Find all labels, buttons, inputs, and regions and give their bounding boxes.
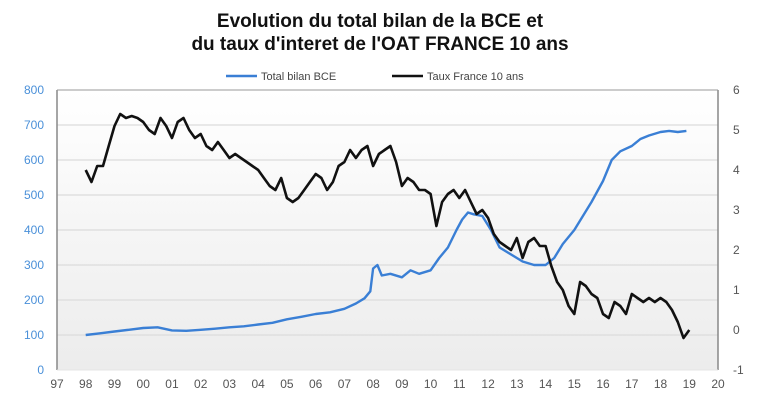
legend-label-bce: Total bilan BCE <box>261 71 336 83</box>
x-tick-label: 98 <box>79 377 93 391</box>
x-tick-label: 13 <box>510 377 524 391</box>
x-tick-label: 11 <box>453 377 466 391</box>
x-tick-label: 00 <box>137 377 151 391</box>
right-tick-label: 3 <box>733 203 740 217</box>
x-tick-label: 97 <box>50 377 64 391</box>
x-tick-label: 14 <box>539 377 553 391</box>
right-tick-label: -1 <box>733 363 744 377</box>
x-tick-label: 10 <box>424 377 438 391</box>
x-tick-label: 03 <box>223 377 237 391</box>
left-tick-label: 300 <box>24 258 44 272</box>
chart-title-line-2: du taux d'interet de l'OAT FRANCE 10 ans <box>191 34 569 55</box>
axes <box>56 89 719 371</box>
legend: Total bilan BCE Taux France 10 ans <box>226 71 524 83</box>
right-tick-label: 0 <box>733 323 740 337</box>
x-tick-label: 17 <box>625 377 639 391</box>
right-tick-label: 5 <box>733 123 740 137</box>
legend-label-taux: Taux France 10 ans <box>427 71 524 83</box>
left-tick-label: 600 <box>24 153 44 167</box>
series-line-bce <box>85 129 687 337</box>
left-tick-label: 100 <box>24 328 44 342</box>
x-tick-label: 01 <box>165 377 179 391</box>
left-axis-ticks: 0 100 200 300 400 500 600 700 800 <box>24 83 44 377</box>
right-tick-label: 4 <box>733 163 740 177</box>
x-tick-label: 99 <box>108 377 122 391</box>
x-tick-label: 12 <box>481 377 495 391</box>
right-tick-label: 6 <box>733 83 740 97</box>
left-tick-label: 0 <box>37 363 44 377</box>
x-tick-label: 20 <box>711 377 725 391</box>
series-line-taux <box>84 112 691 340</box>
left-tick-label: 200 <box>24 293 44 307</box>
left-tick-label: 500 <box>24 188 44 202</box>
x-tick-label: 18 <box>654 377 668 391</box>
chart-title-line-1: Evolution du total bilan de la BCE et <box>216 11 544 32</box>
x-tick-label: 07 <box>338 377 352 391</box>
right-axis-ticks: -1 0 1 2 3 4 5 6 <box>733 83 744 377</box>
x-tick-label: 06 <box>309 377 323 391</box>
x-tick-label: 19 <box>683 377 697 391</box>
x-tick-label: 02 <box>194 377 208 391</box>
series-lines <box>84 112 691 340</box>
right-tick-label: 1 <box>733 283 740 297</box>
x-tick-label: 15 <box>568 377 582 391</box>
left-tick-label: 700 <box>24 118 44 132</box>
left-tick-label: 400 <box>24 223 44 237</box>
x-axis-ticks: 97 98 99 00 01 02 03 04 05 06 07 08 09 10 11 12 13 14 15 16… <box>50 377 725 391</box>
right-tick-label: 2 <box>733 243 740 257</box>
x-tick-label: 08 <box>366 377 380 391</box>
x-tick-label: 16 <box>596 377 610 391</box>
left-tick-label: 800 <box>24 83 44 97</box>
gridlines <box>57 124 718 336</box>
x-tick-label: 04 <box>251 377 265 391</box>
x-tick-label: 05 <box>280 377 294 391</box>
x-tick-label: 09 <box>395 377 409 391</box>
